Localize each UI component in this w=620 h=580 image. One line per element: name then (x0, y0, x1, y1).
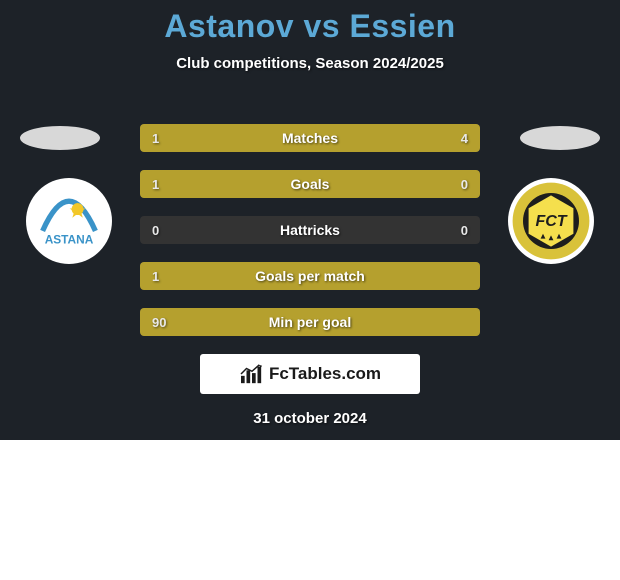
flag-right-placeholder (520, 126, 600, 150)
svg-text:FCT: FCT (535, 213, 567, 230)
svg-text:ASTANA: ASTANA (45, 232, 94, 246)
page-title: Astanov vs Essien (0, 8, 620, 45)
branding-link[interactable]: FcTables.com (200, 354, 420, 394)
stat-row: 1 0 Goals (140, 170, 480, 198)
tobol-crest-icon: FCT (511, 181, 591, 261)
branding-text: FcTables.com (269, 364, 381, 384)
stat-label: Min per goal (140, 308, 480, 336)
stat-row: 1 4 Matches (140, 124, 480, 152)
bar-chart-icon (239, 363, 265, 385)
club-crest-right: FCT (508, 178, 594, 264)
club-crest-left: ASTANA (26, 178, 112, 264)
stats-container: 1 4 Matches 1 0 Goals 0 0 Hattricks 1 Go… (140, 124, 480, 354)
stat-label: Matches (140, 124, 480, 152)
stat-row: 90 Min per goal (140, 308, 480, 336)
stat-label: Goals per match (140, 262, 480, 290)
stat-label: Hattricks (140, 216, 480, 244)
stat-label: Goals (140, 170, 480, 198)
flag-left-placeholder (20, 126, 100, 150)
stat-row: 1 Goals per match (140, 262, 480, 290)
subtitle: Club competitions, Season 2024/2025 (0, 55, 620, 72)
comparison-card: Astanov vs Essien Club competitions, Sea… (0, 0, 620, 440)
stat-row: 0 0 Hattricks (140, 216, 480, 244)
generated-date: 31 october 2024 (0, 410, 620, 427)
astana-crest-icon: ASTANA (36, 188, 102, 254)
